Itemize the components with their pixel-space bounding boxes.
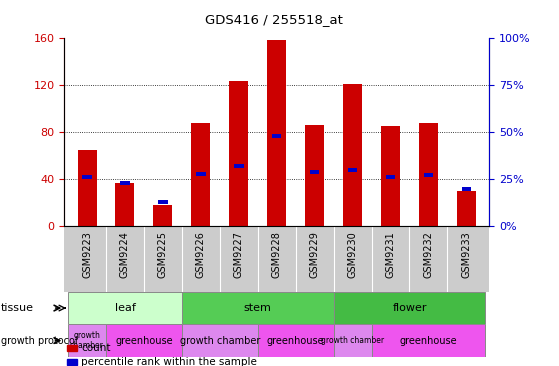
Bar [182, 324, 258, 357]
Bar [348, 168, 357, 172]
Text: GSM9230: GSM9230 [348, 231, 358, 278]
Text: greenhouse: greenhouse [400, 336, 457, 346]
Text: flower: flower [392, 303, 427, 313]
Text: GSM9227: GSM9227 [234, 231, 244, 279]
Bar [191, 123, 210, 226]
Bar [196, 172, 206, 176]
Bar [386, 175, 395, 179]
Bar [305, 125, 324, 226]
Bar [234, 164, 244, 168]
Bar [78, 150, 97, 226]
Text: GSM9231: GSM9231 [386, 231, 396, 278]
Bar [334, 324, 372, 357]
Bar [153, 205, 172, 226]
Bar [82, 175, 92, 179]
Bar [372, 324, 485, 357]
Bar [457, 191, 476, 226]
Bar [334, 292, 485, 324]
Bar [68, 324, 106, 357]
Bar [182, 292, 334, 324]
Bar [258, 324, 334, 357]
Text: GSM9229: GSM9229 [310, 231, 320, 278]
Text: greenhouse: greenhouse [115, 336, 173, 346]
Bar [267, 40, 286, 226]
Text: GSM9228: GSM9228 [272, 231, 282, 278]
Text: growth chamber: growth chamber [321, 336, 384, 345]
Bar [310, 169, 319, 174]
Text: GSM9226: GSM9226 [196, 231, 206, 278]
Text: count: count [81, 343, 111, 353]
Bar [120, 181, 130, 185]
Bar [424, 173, 433, 178]
Text: GSM9225: GSM9225 [158, 231, 168, 279]
Text: greenhouse: greenhouse [267, 336, 324, 346]
Text: tissue: tissue [1, 303, 34, 313]
Text: growth
chamber: growth chamber [70, 331, 104, 350]
Bar [229, 81, 248, 226]
Bar [106, 324, 182, 357]
Text: percentile rank within the sample: percentile rank within the sample [81, 357, 257, 366]
Text: stem: stem [244, 303, 272, 313]
Bar [381, 126, 400, 226]
Bar [158, 200, 168, 204]
Bar [272, 134, 281, 138]
Bar [462, 187, 471, 191]
Text: growth chamber: growth chamber [179, 336, 260, 346]
Bar [419, 123, 438, 226]
Text: leaf: leaf [115, 303, 135, 313]
Text: GSM9233: GSM9233 [461, 231, 471, 278]
Text: GSM9223: GSM9223 [82, 231, 92, 278]
Text: GDS416 / 255518_at: GDS416 / 255518_at [205, 13, 343, 26]
Text: GSM9232: GSM9232 [423, 231, 433, 278]
Bar [68, 292, 182, 324]
Text: growth protocol: growth protocol [1, 336, 77, 346]
Bar [343, 84, 362, 226]
Text: GSM9224: GSM9224 [120, 231, 130, 278]
Bar [116, 183, 135, 226]
